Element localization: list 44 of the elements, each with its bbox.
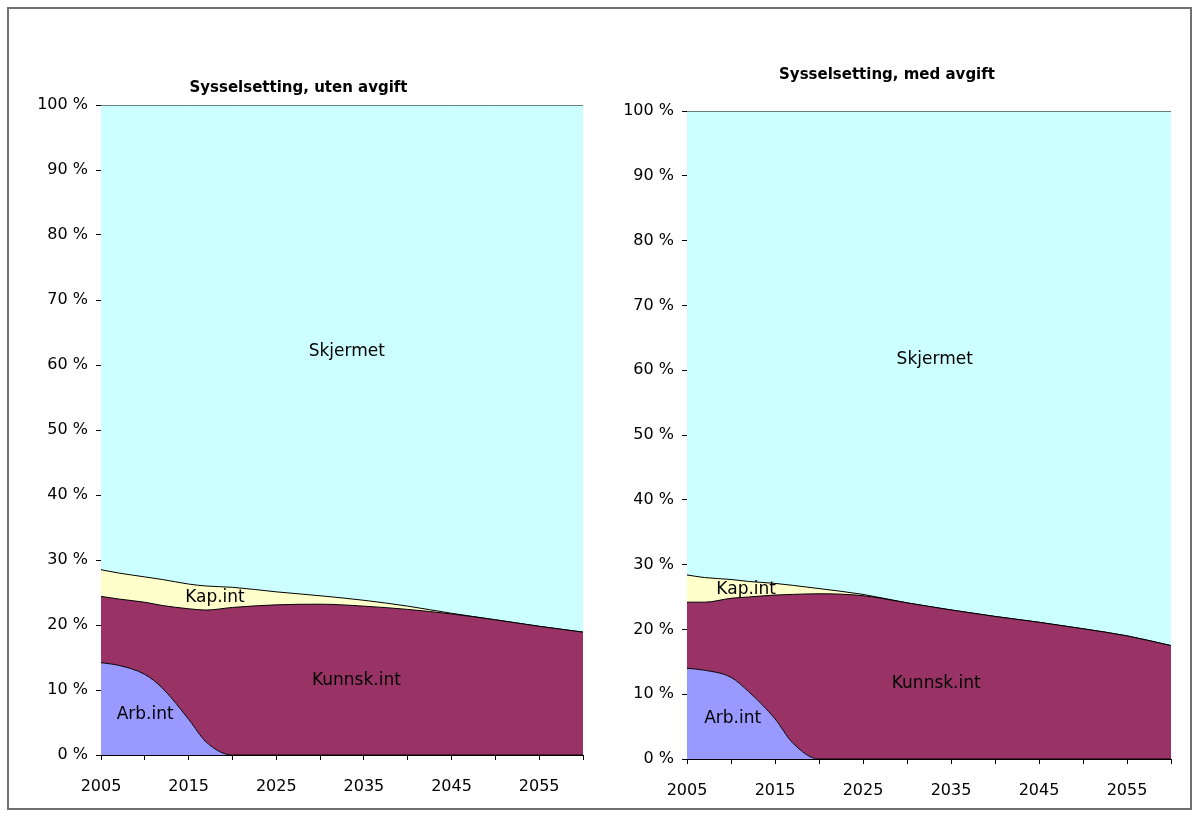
series-label: Kunnsk.int (311, 668, 402, 689)
x-tick-label: 2045 (431, 775, 472, 795)
y-tick-label: 70 % (633, 294, 674, 314)
y-tick-label: 0 % (643, 748, 674, 768)
series-label: Skjermet (896, 347, 974, 368)
series-label: Kap.int (185, 586, 246, 607)
x-tick-label: 2045 (1018, 779, 1060, 799)
y-tick-label: 40 % (633, 488, 674, 508)
x-tick-label: 2005 (80, 775, 122, 795)
y-tick-label: 10 % (633, 683, 674, 703)
y-tick-label: 90 % (47, 159, 88, 179)
y-tick-label: 80 % (633, 229, 674, 249)
chart-title: Sysselsetting, uten avgift (189, 77, 408, 96)
y-tick-label: 60 % (47, 354, 88, 374)
x-tick-label: 2015 (168, 775, 209, 795)
y-tick-label: 40 % (47, 484, 88, 504)
y-tick-label: 80 % (47, 224, 88, 244)
y-tick-label: 100 % (37, 94, 88, 114)
x-tick-label: 2055 (1106, 779, 1148, 799)
y-tick-label: 90 % (633, 164, 674, 184)
x-tick-label: 2025 (842, 779, 884, 799)
y-tick-label: 10 % (47, 679, 88, 699)
y-tick-label: 50 % (47, 419, 88, 439)
x-tick-label: 2035 (930, 779, 972, 799)
x-tick-label: 2055 (518, 775, 560, 795)
y-tick-label: 30 % (47, 549, 88, 569)
y-tick-label: 50 % (633, 424, 674, 444)
y-tick-label: 60 % (633, 359, 674, 379)
chart-title: Sysselsetting, med avgift (779, 64, 995, 83)
series-label: Skjermet (308, 340, 386, 361)
y-tick-label: 70 % (47, 289, 88, 309)
series-label: Kunnsk.int (891, 671, 981, 692)
y-tick-label: 100 % (623, 100, 674, 120)
y-tick-label: 0 % (57, 744, 88, 764)
x-tick-label: 2035 (343, 775, 385, 795)
x-tick-label: 2025 (255, 775, 297, 795)
y-tick-label: 20 % (633, 618, 674, 638)
series-label: Arb.int (116, 703, 174, 724)
y-tick-label: 30 % (633, 553, 674, 573)
series-label: Arb.int (704, 707, 762, 728)
series-label: Kap.int (716, 577, 777, 598)
x-tick-label: 2015 (754, 779, 796, 799)
y-tick-label: 20 % (47, 614, 88, 634)
x-tick-label: 2005 (666, 779, 708, 799)
